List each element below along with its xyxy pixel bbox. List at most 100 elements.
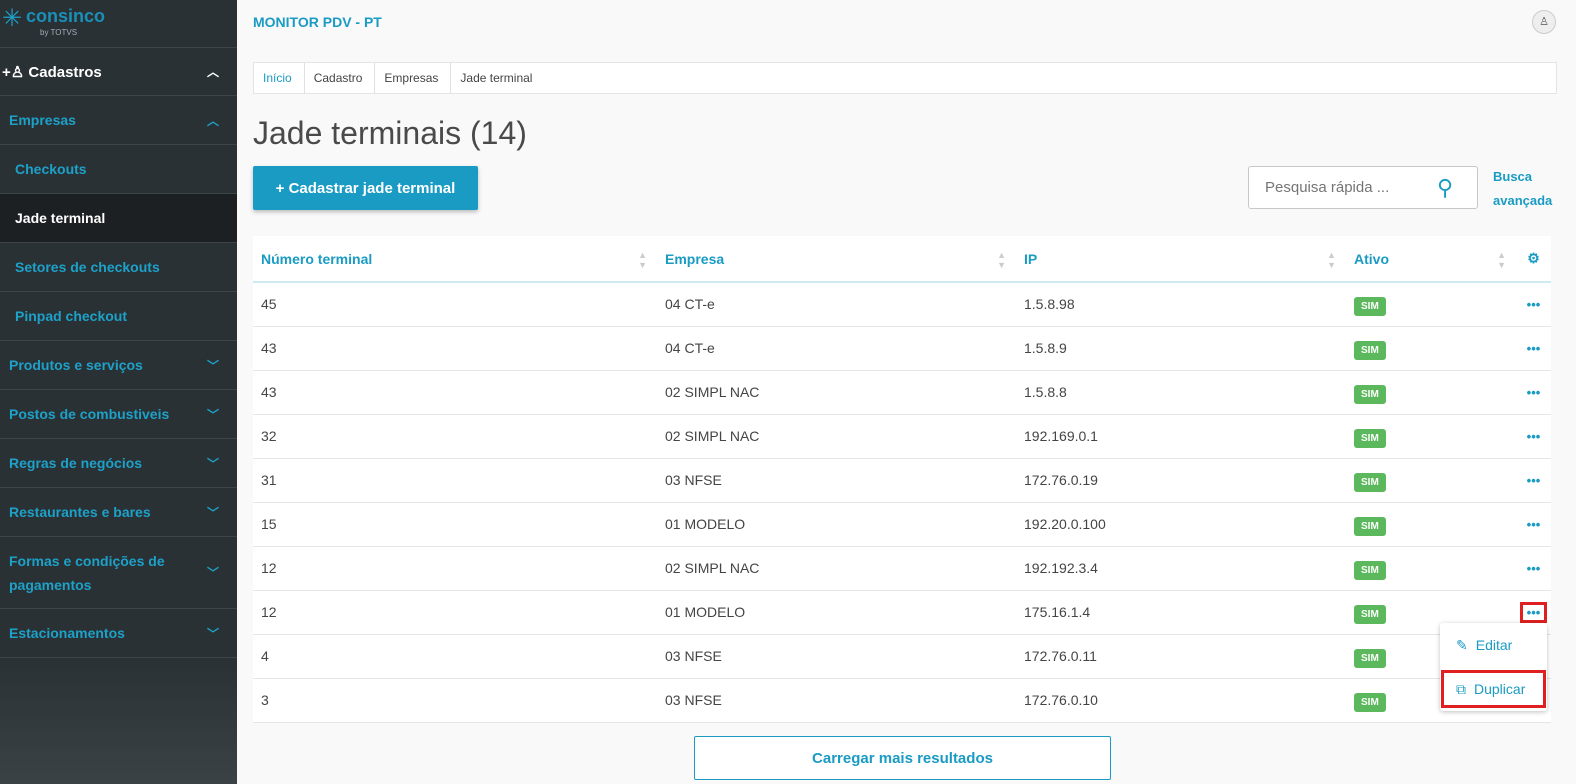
table-row[interactable]: 12 02 SIMPL NAC 192.192.3.4 SIM ••• — [253, 546, 1551, 591]
table-cell: 02 SIMPL NAC — [657, 414, 1016, 459]
logo-star-icon: ✳ — [2, 5, 23, 32]
status-badge: SIM — [1354, 429, 1386, 448]
table-row[interactable]: 32 02 SIMPL NAC 192.169.0.1 SIM ••• — [253, 414, 1551, 459]
table-cell: 192.192.3.4 — [1016, 546, 1346, 591]
more-actions-icon[interactable]: ••• — [1526, 428, 1541, 444]
logo-by: by TOTVS — [40, 28, 78, 37]
sidebar-item[interactable]: Postos de combustiveis ﹀ — [0, 390, 237, 439]
table-cell: 1.5.8.9 — [1016, 326, 1346, 371]
table-cell: 04 CT-e — [657, 326, 1016, 371]
search-input[interactable] — [1249, 179, 1429, 196]
sidebar-item[interactable]: Restaurantes e bares ﹀ — [0, 488, 237, 537]
table-cell: 192.20.0.100 — [1016, 502, 1346, 547]
breadcrumb-item[interactable]: Início — [254, 63, 305, 93]
chevron-down-icon: ﹀ — [206, 358, 219, 373]
status-badge: SIM — [1354, 649, 1386, 668]
table-cell: 31 — [253, 458, 657, 503]
sidebar-item-label: Jade terminal — [15, 210, 106, 226]
table-row[interactable]: 15 01 MODELO 192.20.0.100 SIM ••• — [253, 502, 1551, 547]
chevron-down-icon: ﹀ — [206, 407, 219, 422]
sidebar-section-cadastros[interactable]: +♙ Cadastros ︿ — [0, 48, 237, 96]
sort-icon: ▲ ▼ — [997, 250, 1006, 270]
breadcrumb-item: Jade terminal — [460, 71, 533, 85]
more-actions-icon[interactable]: ••• — [1526, 560, 1541, 576]
sidebar-item[interactable]: Setores de checkouts — [0, 243, 237, 292]
row-actions-menu: ✎ Editar ⧉ Duplicar — [1440, 623, 1547, 711]
table-row[interactable]: 31 03 NFSE 172.76.0.19 SIM ••• — [253, 458, 1551, 503]
sidebar-item-label: Formas e condições de pagamentos — [9, 552, 165, 593]
sort-icon: ▲ ▼ — [638, 250, 647, 270]
duplicate-menu-item[interactable]: ⧉ Duplicar — [1441, 670, 1546, 708]
breadcrumb-item[interactable]: Cadastro — [305, 63, 376, 93]
sidebar: ✳ consinco by TOTVS +♙ Cadastros ︿ Empre… — [0, 0, 237, 784]
table-cell: 3 — [253, 678, 657, 723]
sidebar-item[interactable]: Checkouts — [0, 145, 237, 194]
table-row[interactable]: 45 04 CT-e 1.5.8.98 SIM ••• — [253, 282, 1551, 327]
chevron-up-icon: ︿ — [206, 113, 219, 128]
breadcrumb-item[interactable]: Empresas — [375, 63, 452, 93]
table-cell: 01 MODELO — [657, 502, 1016, 547]
table-cell: 03 NFSE — [657, 634, 1016, 679]
add-jade-terminal-button[interactable]: + Cadastrar jade terminal — [253, 166, 478, 210]
table-cell: 1.5.8.8 — [1016, 370, 1346, 415]
table-cell: 43 — [253, 326, 657, 371]
user-icon[interactable]: ♙ — [1532, 10, 1556, 34]
table-cell: 43 — [253, 370, 657, 415]
table-cell: 15 — [253, 502, 657, 547]
status-badge: SIM — [1354, 561, 1386, 580]
load-more-button[interactable]: Carregar mais resultados — [694, 736, 1111, 780]
table-cell: 03 NFSE — [657, 678, 1016, 723]
search-icon[interactable]: ⚲ — [1437, 174, 1454, 200]
column-header[interactable]: IP ▲ ▼ — [1016, 236, 1346, 283]
gear-icon[interactable]: ⚙ — [1516, 236, 1551, 283]
column-header[interactable]: Número terminal ▲ ▼ — [253, 236, 657, 283]
more-actions-icon[interactable]: ••• — [1526, 296, 1541, 312]
table-cell: 4 — [253, 634, 657, 679]
sidebar-item[interactable]: Formas e condições de pagamentos ﹀ — [0, 537, 237, 609]
section-label: Cadastros — [28, 63, 102, 81]
sidebar-item[interactable]: Jade terminal — [0, 194, 237, 243]
more-actions-icon[interactable]: ••• — [1519, 601, 1548, 623]
table-cell: 02 SIMPL NAC — [657, 546, 1016, 591]
status-badge: SIM — [1354, 473, 1386, 492]
table-cell: 02 SIMPL NAC — [657, 370, 1016, 415]
table-row[interactable]: 12 01 MODELO 175.16.1.4 SIM ••• — [253, 590, 1551, 635]
status-badge: SIM — [1354, 693, 1386, 712]
more-actions-icon[interactable]: ••• — [1526, 516, 1541, 532]
external-link-icon: ⧉ — [1456, 680, 1466, 697]
add-user-icon: +♙ — [2, 63, 25, 81]
table-row[interactable]: 43 04 CT-e 1.5.8.9 SIM ••• — [253, 326, 1551, 371]
column-header[interactable]: Empresa ▲ ▼ — [657, 236, 1016, 283]
edit-menu-item[interactable]: ✎ Editar — [1456, 636, 1513, 654]
chevron-down-icon: ﹀ — [206, 626, 219, 641]
sidebar-item[interactable]: Estacionamentos ﹀ — [0, 609, 237, 658]
more-actions-icon[interactable]: ••• — [1526, 472, 1541, 488]
table-cell: 01 MODELO — [657, 590, 1016, 635]
sidebar-item-label: Empresas — [9, 112, 76, 128]
advanced-search-link[interactable]: Busca avançada — [1493, 169, 1553, 208]
sidebar-item[interactable]: Pinpad checkout — [0, 292, 237, 341]
table-cell: 12 — [253, 546, 657, 591]
sidebar-item-label: Postos de combustiveis — [9, 406, 170, 422]
column-header[interactable]: Ativo ▲ ▼ — [1346, 236, 1516, 283]
chevron-down-icon: ﹀ — [206, 456, 219, 471]
quick-search: ⚲ — [1248, 166, 1478, 209]
table-row[interactable]: 43 02 SIMPL NAC 1.5.8.8 SIM ••• — [253, 370, 1551, 415]
app-title: MONITOR PDV - PT — [253, 14, 382, 30]
status-badge: SIM — [1354, 605, 1386, 624]
table-cell: 1.5.8.98 — [1016, 282, 1346, 327]
sidebar-item-label: Produtos e serviços — [9, 357, 143, 373]
table-cell: 192.169.0.1 — [1016, 414, 1346, 459]
table-cell: 172.76.0.19 — [1016, 458, 1346, 503]
table-cell: 172.76.0.11 — [1016, 634, 1346, 679]
sidebar-item[interactable]: Empresas ︿ — [0, 96, 237, 145]
more-actions-icon[interactable]: ••• — [1526, 340, 1541, 356]
sidebar-item[interactable]: Produtos e serviços ﹀ — [0, 341, 237, 390]
sidebar-item[interactable]: Regras de negócios ﹀ — [0, 439, 237, 488]
logo-text: consinco — [26, 6, 106, 26]
chevron-up-icon: ︿ — [206, 65, 219, 79]
more-actions-icon[interactable]: ••• — [1526, 384, 1541, 400]
table-cell: 04 CT-e — [657, 282, 1016, 327]
